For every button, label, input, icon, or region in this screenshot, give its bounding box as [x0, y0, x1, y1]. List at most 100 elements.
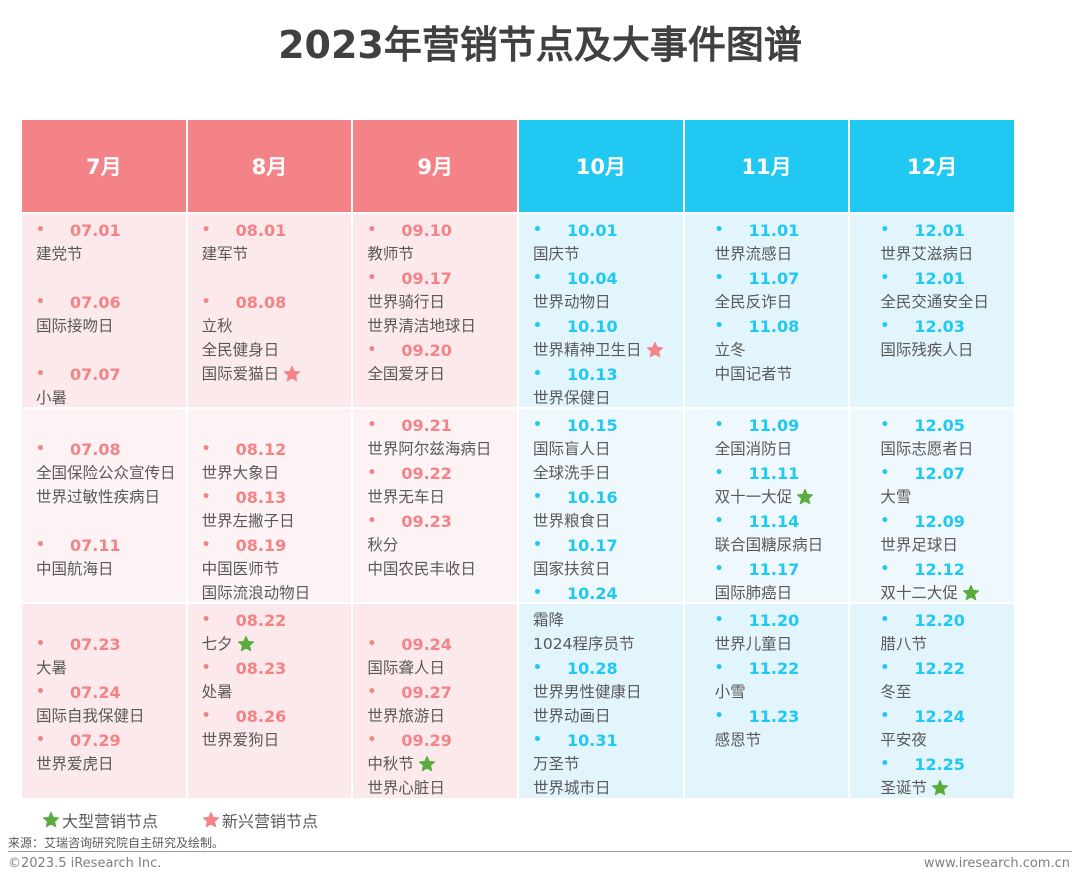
event-date: 12.24	[914, 706, 965, 726]
month-cell: • 08.12 世界大象日 • 08.13 世界左撇子日 • 08.19 中国医师节 国际流浪动物…	[187, 409, 352, 602]
event-date: 09.20	[401, 340, 452, 360]
event-date: 11.17	[748, 559, 800, 579]
date-line: • 11.22	[715, 656, 849, 680]
date-line: • 12.03	[880, 314, 1014, 338]
event-date: 09.17	[401, 268, 452, 288]
calendar-entry: • 08.01 建军节	[202, 218, 352, 266]
month-header: 11月	[684, 120, 849, 212]
date-line: • 11.08	[715, 314, 849, 338]
event-name-row: 国际盲人日	[533, 437, 683, 461]
calendar-entry: • 12.03 国际残疾人日	[880, 314, 1014, 362]
date-line: • 11.23	[715, 704, 849, 728]
event-date: 09.27	[401, 682, 452, 702]
calendar-entry: • 07.06 国际接吻日	[36, 290, 186, 338]
event-name-row: 1024程序员节	[533, 632, 683, 656]
calendar-entry: • 07.29 世界爱虎日	[36, 728, 186, 776]
event-name: 秋分	[367, 536, 399, 554]
event-name-row: 国际自我保健日	[36, 704, 186, 728]
event-name-row: 国际爱猫日	[202, 362, 352, 386]
copyright: ©2023.5 iResearch Inc.	[8, 856, 162, 871]
bullet-icon: •	[533, 732, 542, 748]
date-line: • 08.01	[202, 218, 352, 242]
date-line: • 08.23	[202, 656, 352, 680]
calendar-entry: • 11.14 联合国糖尿病日	[715, 509, 849, 557]
event-date: 09.21	[401, 415, 452, 435]
event-name: 全球洗手日	[533, 464, 611, 482]
date-line: • 09.27	[367, 680, 517, 704]
green-star-icon	[418, 755, 436, 773]
event-name: 双十二大促	[880, 584, 958, 602]
marketing-calendar-grid: 7月 8月 9月 10月 11月 12月 • 07.01 建党节 • 07.06 国际接吻日 • 07.0…	[22, 120, 1014, 798]
date-line: • 10.24	[533, 581, 683, 603]
bullet-icon: •	[714, 270, 724, 286]
bullet-icon: •	[714, 561, 724, 577]
event-name: 圣诞节	[880, 779, 927, 797]
bullet-icon: •	[201, 222, 211, 238]
website-link: www.iresearch.com.cn	[923, 856, 1070, 871]
date-line: • 10.01	[533, 218, 683, 242]
month-cell: • 08.01 建军节 • 08.08 立秋 全民健身日 国际爱猫日	[187, 214, 352, 407]
bullet-icon: •	[533, 660, 542, 676]
event-name: 小雪	[714, 683, 746, 701]
event-date: 10.24	[567, 583, 618, 603]
event-name: 国际盲人日	[533, 440, 611, 458]
event-name-row: 世界儿童日	[715, 632, 849, 656]
event-name-row: 全国爱牙日	[367, 362, 517, 386]
green-star-icon	[237, 635, 255, 653]
date-line: • 12.24	[880, 704, 1014, 728]
event-name-row: 世界粮食日	[533, 509, 683, 533]
event-name: 世界爱狗日	[201, 731, 280, 749]
bullet-icon: •	[367, 417, 377, 433]
month-cell: • 07.23 大暑 • 07.24 国际自我保健日 • 07.29 世界爱虎日	[22, 604, 186, 798]
event-date: 08.26	[235, 706, 287, 726]
event-name: 全民交通安全日	[880, 293, 989, 311]
bullet-icon: •	[533, 537, 542, 553]
calendar-entry: • 12.01 全民交通安全日	[880, 266, 1014, 314]
event-date: 12.09	[914, 511, 965, 531]
month-cell: • 09.24 国际聋人日 • 09.27 世界旅游日 • 09.29 中秋节 世界心脏日	[353, 604, 517, 798]
event-name: 世界无车日	[367, 488, 445, 506]
date-line: • 11.11	[715, 461, 849, 485]
bullet-icon: •	[36, 537, 45, 553]
bullet-icon: •	[201, 708, 211, 724]
calendar-entry: • 11.09 全国消防日	[715, 413, 849, 461]
event-name-row: 世界过敏性疾病日	[36, 485, 186, 509]
event-name-row: 秋分	[367, 533, 517, 557]
bullet-icon: •	[714, 612, 724, 628]
date-line: • 09.24	[367, 632, 517, 656]
calendar-entry: • 07.23 大暑	[36, 632, 186, 680]
date-line: • 12.01	[880, 266, 1014, 290]
event-name-row: 全民健身日	[202, 338, 352, 362]
event-name: 国庆节	[533, 245, 580, 263]
calendar-entry: • 10.31 万圣节 世界城市日	[533, 728, 683, 798]
event-name-row: 处暑	[202, 680, 352, 704]
event-name: 世界心脏日	[367, 779, 445, 797]
calendar-entry: • 11.07 全民反诈日	[715, 266, 849, 314]
event-date: 12.01	[914, 220, 965, 240]
calendar-entry: • 07.07 小暑	[36, 362, 186, 408]
event-name-row: 世界足球日	[880, 533, 1014, 557]
month-cell: • 09.21 世界阿尔兹海病日 • 09.22 世界无车日 • 09.23 秋分 中国农民丰收日	[353, 409, 517, 602]
event-name: 国际残疾人日	[880, 341, 974, 359]
event-name: 全民健身日	[201, 341, 280, 359]
calendar-entry: • 10.28 世界男性健康日 世界动画日	[533, 656, 683, 728]
date-line: • 12.20	[880, 608, 1014, 632]
event-name-row: 圣诞节	[880, 776, 1014, 798]
event-name: 世界城市日	[533, 779, 611, 797]
event-name-row: 世界爱虎日	[36, 752, 186, 776]
calendar-entry: • 11.17 国际肺癌日	[714, 557, 849, 603]
calendar-entry: • 09.23 秋分 中国农民丰收日	[367, 509, 517, 581]
bullet-icon: •	[367, 636, 377, 652]
green-star-icon	[931, 779, 949, 797]
month-cell: • 09.10 教师节 • 09.17 世界骑行日 世界清洁地球日 • 09.20 全国爱牙日	[353, 214, 517, 407]
event-date: 12.20	[914, 610, 965, 630]
event-name: 国际爱猫日	[201, 365, 280, 383]
date-line: • 07.07	[36, 362, 186, 386]
date-line: • 11.14	[715, 509, 849, 533]
event-name: 冬至	[880, 683, 912, 701]
event-name: 1024程序员节	[533, 635, 635, 653]
event-name-row: 小暑	[36, 386, 186, 407]
event-date: 08.08	[235, 292, 287, 312]
event-name-row: 国际流浪动物日	[202, 581, 352, 602]
event-name: 国际接吻日	[36, 317, 114, 335]
